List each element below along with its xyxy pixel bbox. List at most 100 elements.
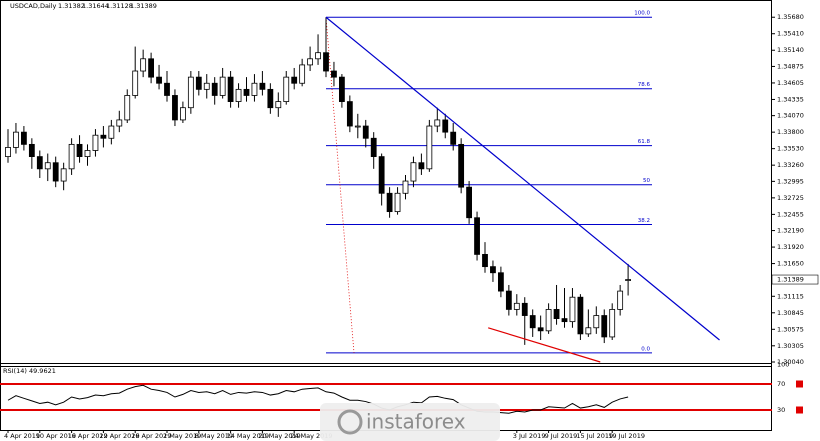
candle-body xyxy=(92,134,99,151)
chart-header: USDCAD,Daily 1.31382 1.31644 1.31128 1.3… xyxy=(3,2,157,375)
candle-body xyxy=(203,82,210,90)
watermark-box xyxy=(320,403,500,441)
rsi-line xyxy=(7,384,629,414)
fib-label: 61.8 xyxy=(638,139,651,145)
candle-body xyxy=(251,82,258,96)
candle-body xyxy=(44,162,51,170)
candle-body xyxy=(410,162,417,182)
fib-label: 100.0 xyxy=(634,11,650,17)
price-box xyxy=(771,274,819,285)
x-tick-label: 24 May 2019 xyxy=(290,432,332,440)
rsi-level-marker xyxy=(796,380,803,388)
candle-body xyxy=(521,302,528,316)
candle-body xyxy=(370,137,377,158)
candle-body xyxy=(490,266,496,274)
y-tick-label: 1.34875 xyxy=(777,62,804,70)
candle-body xyxy=(402,180,409,194)
candle-body xyxy=(235,88,242,102)
candle-body xyxy=(338,76,345,102)
y-tick-label: 1.34335 xyxy=(777,95,804,103)
price-box-label: 1.31389 xyxy=(777,276,804,284)
rsi-label: RSI(14) 49.9621 xyxy=(3,367,56,375)
candle-layer xyxy=(5,17,631,345)
trendline xyxy=(325,16,720,341)
candle-body xyxy=(116,119,123,127)
x-tick-label: 20 May 2019 xyxy=(258,432,300,440)
symbol: USDCAD,Daily xyxy=(10,2,57,10)
x-tick-label: 4 Apr 2019 xyxy=(4,432,40,440)
candle-body xyxy=(187,76,194,109)
candle-body xyxy=(442,119,449,133)
candle-body xyxy=(259,82,266,90)
candle-body xyxy=(291,76,298,84)
candle-body xyxy=(195,76,202,90)
candle-body xyxy=(362,125,369,139)
candle-body xyxy=(537,327,544,332)
y-tick-label: 1.32725 xyxy=(777,194,804,202)
last-low: 1.31128 xyxy=(106,2,133,10)
candle-body xyxy=(593,315,600,329)
candle-body xyxy=(378,156,385,194)
y-tick-label: 1.34605 xyxy=(777,79,804,87)
y-tick-label: 1.35680 xyxy=(777,13,804,21)
candle-body xyxy=(418,162,425,170)
rsi-tick-label: 30 xyxy=(777,406,785,414)
rsi-tick-label: 70 xyxy=(777,380,785,388)
fib-label: 78.6 xyxy=(638,82,651,88)
candle-body xyxy=(323,52,329,72)
candle-body xyxy=(28,143,35,158)
candle-body xyxy=(60,168,67,182)
candle-body xyxy=(569,296,576,323)
y-tick-label: 1.35140 xyxy=(777,46,804,54)
candle-body xyxy=(283,76,290,102)
candle-body xyxy=(458,143,465,188)
candle-body xyxy=(100,134,107,139)
candle-body xyxy=(76,143,83,158)
y-tick-label: 1.35410 xyxy=(777,30,804,38)
x-tick-label: 9 Jul 2019 xyxy=(545,432,578,440)
candle-body xyxy=(513,302,520,310)
x-tick-label: 19 Jul 2019 xyxy=(608,432,645,440)
candle-body xyxy=(505,290,512,310)
candle-body xyxy=(553,309,560,319)
candle-body xyxy=(172,95,178,121)
candle-body xyxy=(243,88,250,96)
y-tick-label: 1.31115 xyxy=(777,292,804,300)
y-tick-label: 1.34070 xyxy=(777,112,804,120)
candle-body xyxy=(474,217,480,255)
rsi-level-marker xyxy=(796,406,803,414)
candle-body xyxy=(346,101,353,127)
candle-body xyxy=(132,70,139,96)
candle-body xyxy=(124,95,131,121)
x-tick-label: 22 Apr 2019 xyxy=(99,432,139,440)
candle-body xyxy=(577,296,584,335)
candle-body xyxy=(108,125,115,139)
rsi-tick-label: 100 xyxy=(777,361,789,369)
y-tick-label: 1.30845 xyxy=(777,309,804,317)
candle-body xyxy=(5,147,11,158)
candle-body xyxy=(466,186,473,219)
candle-body xyxy=(299,64,306,84)
candle-body xyxy=(20,131,27,145)
y-tick-label: 1.33260 xyxy=(777,161,804,169)
candle-body xyxy=(267,88,274,109)
y-tick-label: 1.30040 xyxy=(777,358,804,366)
candle-body xyxy=(545,309,552,332)
candle-body xyxy=(164,82,170,96)
y-tick-label: 1.32190 xyxy=(777,227,804,235)
fib-label: 50 xyxy=(643,178,650,184)
last-close: 1.31389 xyxy=(130,2,157,10)
candle-body xyxy=(609,309,616,338)
x-tick-label: 15 Jul 2019 xyxy=(576,432,613,440)
candle-body xyxy=(601,315,608,338)
y-tick-label: 1.31920 xyxy=(777,243,804,251)
candle-body xyxy=(13,131,19,148)
chart-frame xyxy=(0,0,772,431)
candle-body xyxy=(68,143,75,170)
candle-body xyxy=(307,58,314,66)
candle-body xyxy=(275,101,282,109)
y-tick-label: 1.33800 xyxy=(777,128,804,136)
candle-body xyxy=(386,192,393,213)
candle-body xyxy=(529,315,536,329)
